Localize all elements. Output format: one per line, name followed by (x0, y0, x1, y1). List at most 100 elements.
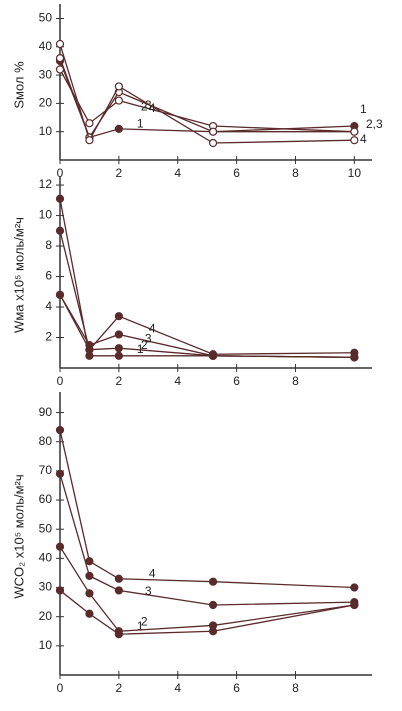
y-tick-label: 6 (45, 269, 52, 283)
x-tick-label: 2 (116, 374, 123, 388)
point (350, 598, 359, 607)
point (114, 586, 123, 595)
point (85, 136, 94, 145)
x-tick-label: 8 (292, 681, 299, 695)
line (59, 429, 355, 589)
series-label: 4 (149, 101, 156, 115)
point (85, 119, 94, 128)
line (59, 294, 355, 358)
x-tick-label: 4 (174, 374, 181, 388)
point (114, 351, 123, 360)
point (85, 589, 94, 598)
y-tick-label: 10 (39, 638, 53, 652)
series-label: 3 (145, 98, 152, 112)
point (85, 609, 94, 618)
y-tick-label: 10 (39, 124, 53, 138)
y-tick-label: 70 (39, 463, 53, 477)
series-label: 3 (145, 584, 152, 598)
point (55, 542, 65, 551)
y-tick-label: 90 (39, 405, 53, 419)
series-label: 1 (137, 619, 144, 633)
x-tick-label: 6 (233, 374, 240, 388)
y-tick-label: 30 (39, 67, 53, 81)
point (85, 557, 94, 566)
series-label: 4 (149, 321, 156, 335)
line (59, 60, 355, 139)
point (114, 330, 123, 339)
x-tick-label: 2 (116, 166, 123, 180)
y-tick-label: 40 (39, 39, 53, 53)
point (208, 127, 218, 136)
x-tick-label: 4 (174, 681, 181, 695)
x-tick-label: 0 (57, 166, 64, 180)
line (59, 230, 355, 358)
point (208, 138, 218, 148)
end-label: 2,3 (366, 117, 383, 131)
y-tick-label: 8 (45, 238, 52, 252)
y-axis-label: Wма x10⁵ моль/м²ч (11, 217, 26, 333)
series-label: 2 (141, 338, 148, 352)
line (59, 546, 355, 632)
end-label: 4 (360, 132, 367, 146)
series-label: 3 (145, 331, 152, 345)
point (55, 425, 65, 435)
x-tick-label: 8 (292, 374, 299, 388)
x-tick-label: 6 (233, 166, 240, 180)
y-tick-label: 30 (39, 580, 53, 594)
series-label: 1 (137, 116, 144, 130)
point (85, 571, 94, 580)
point (350, 127, 359, 136)
x-tick-label: 8 (292, 166, 299, 180)
x-tick-label: 2 (116, 681, 123, 695)
point (55, 194, 65, 203)
point (114, 344, 123, 353)
y-tick-label: 2 (45, 330, 52, 344)
y-axis-label: Sмол % (11, 61, 26, 109)
point (208, 621, 218, 630)
x-tick-label: 10 (348, 166, 362, 180)
series-label: 4 (149, 566, 156, 580)
point (55, 586, 65, 595)
point (55, 469, 65, 478)
point (350, 348, 359, 357)
series-label: 2 (141, 615, 148, 629)
point (114, 82, 123, 91)
point (55, 226, 65, 235)
line (59, 294, 355, 355)
x-tick-label: 0 (57, 681, 64, 695)
point (350, 583, 359, 592)
y-tick-label: 10 (39, 208, 53, 222)
y-axis-label: WCO₂ x10⁵ моль/м²ч (11, 474, 26, 598)
point (208, 350, 218, 359)
series-label: 1 (137, 342, 144, 356)
point (55, 54, 65, 63)
y-tick-label: 4 (45, 299, 52, 313)
y-tick-label: 20 (39, 609, 53, 623)
point (114, 574, 123, 583)
end-label: 1 (360, 102, 367, 116)
y-tick-label: 12 (39, 177, 53, 191)
point (55, 39, 65, 49)
point (55, 290, 65, 299)
y-tick-label: 20 (39, 96, 53, 110)
point (208, 577, 218, 586)
x-tick-label: 4 (174, 166, 181, 180)
line (59, 57, 355, 139)
point (114, 124, 123, 133)
point (85, 345, 94, 354)
x-tick-label: 0 (57, 374, 64, 388)
point (114, 96, 123, 105)
series-label: 2 (141, 99, 148, 113)
y-tick-label: 50 (39, 11, 53, 25)
point (55, 65, 65, 74)
x-tick-label: 6 (233, 681, 240, 695)
point (114, 627, 123, 636)
y-tick-label: 60 (39, 492, 53, 506)
y-tick-label: 40 (39, 551, 53, 565)
y-tick-label: 50 (39, 521, 53, 535)
point (114, 312, 123, 321)
point (208, 600, 218, 610)
point (350, 136, 359, 145)
line (59, 69, 355, 133)
